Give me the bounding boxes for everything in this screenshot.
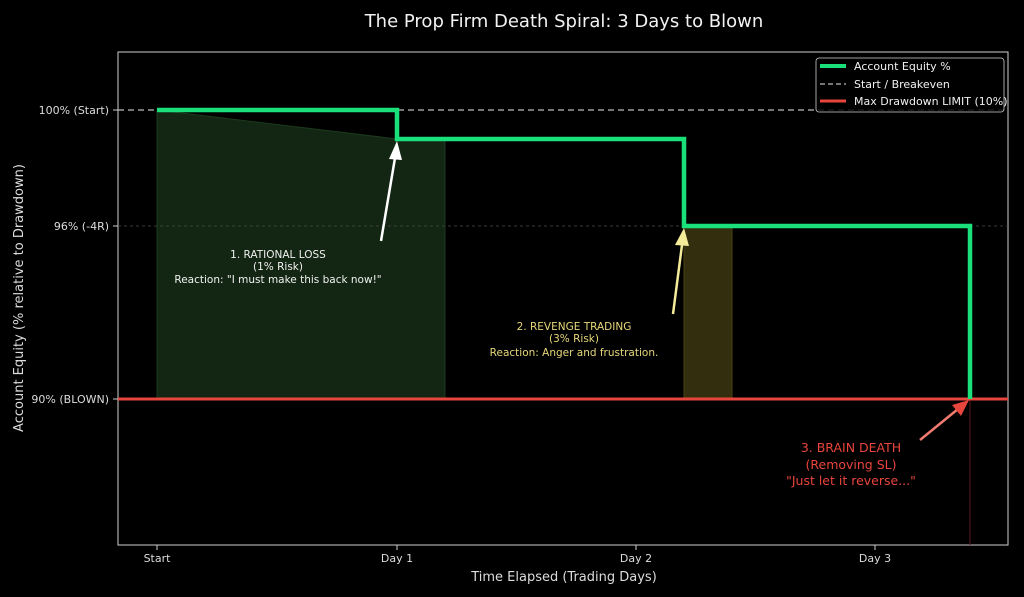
svg-text:(Removing SL): (Removing SL): [806, 457, 897, 472]
svg-text:2. REVENGE TRADING: 2. REVENGE TRADING: [517, 321, 632, 333]
svg-text:"Just let it reverse...": "Just let it reverse...": [786, 473, 916, 488]
y-tick-90: 90% (BLOWN): [31, 393, 109, 406]
revenge-trading-annotation: 2. REVENGE TRADING (3% Risk) Reaction: A…: [490, 321, 659, 359]
x-tick-start: Start: [144, 552, 172, 565]
x-tick-day1: Day 1: [381, 552, 413, 565]
svg-text:3. BRAIN DEATH: 3. BRAIN DEATH: [801, 440, 901, 455]
revenge-trading-zone: [683, 225, 733, 400]
legend-item-breakeven: Start / Breakeven: [854, 78, 950, 91]
rational-loss-annotation: 1. RATIONAL LOSS (1% Risk) Reaction: "I …: [174, 249, 381, 286]
x-axis-label: Time Elapsed (Trading Days): [470, 570, 657, 585]
svg-text:Reaction: "I must make this ba: Reaction: "I must make this back now!": [174, 274, 381, 286]
y-tick-100: 100% (Start): [39, 104, 109, 117]
x-tick-day3: Day 3: [859, 552, 891, 565]
y-axis: 100% (Start) 96% (-4R) 90% (BLOWN) Accou…: [12, 104, 118, 432]
legend: Account Equity % Start / Breakeven Max D…: [815, 57, 1008, 113]
svg-text:Reaction: Anger and frustratio: Reaction: Anger and frustration.: [490, 347, 659, 359]
y-axis-label: Account Equity (% relative to Drawdown): [12, 164, 27, 432]
rational-loss-arrow: [379, 141, 402, 242]
rational-loss-zone: [156, 109, 446, 400]
chart-title: The Prop Firm Death Spiral: 3 Days to Bl…: [364, 11, 764, 32]
y-tick-96: 96% (-4R): [54, 220, 109, 233]
x-axis: Start Day 1 Day 2 Day 3 Time Elapsed (Tr…: [144, 545, 891, 585]
x-tick-day2: Day 2: [620, 552, 652, 565]
revenge-trading-arrow: [671, 228, 689, 315]
svg-text:(1% Risk): (1% Risk): [253, 261, 303, 273]
legend-item-equity: Account Equity %: [854, 60, 951, 73]
legend-item-drawdown: Max Drawdown LIMIT (10%): [854, 95, 1008, 108]
svg-text:1. RATIONAL LOSS: 1. RATIONAL LOSS: [230, 249, 326, 261]
brain-death-arrow: [919, 400, 969, 441]
svg-text:(3% Risk): (3% Risk): [549, 333, 599, 345]
brain-death-annotation: 3. BRAIN DEATH (Removing SL) "Just let i…: [786, 440, 916, 488]
equity-line: [157, 107, 973, 399]
